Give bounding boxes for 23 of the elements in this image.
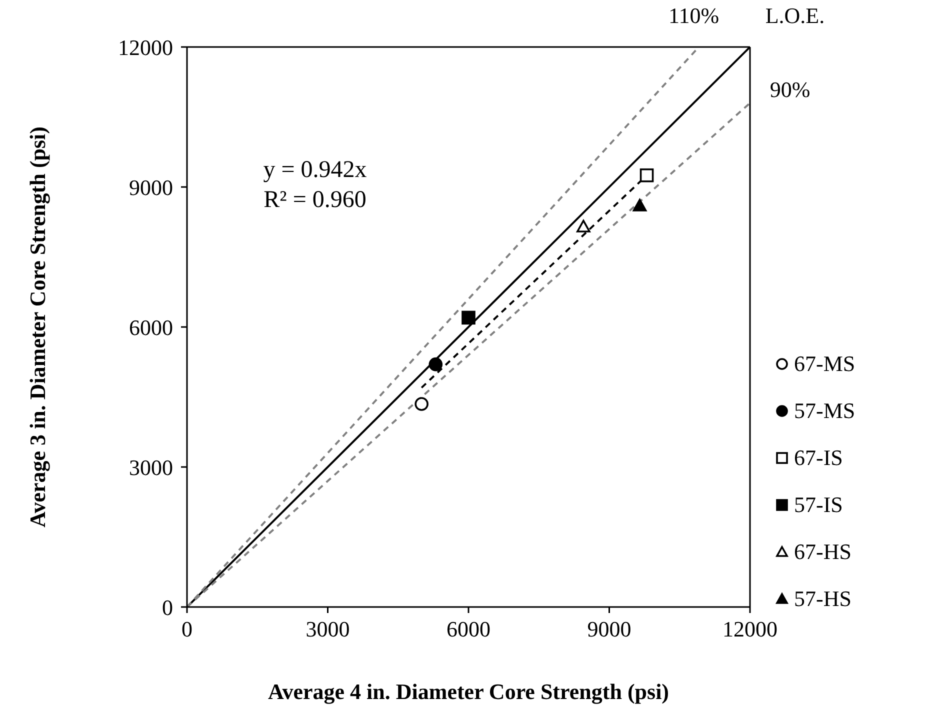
y-tick-label: 3000 xyxy=(129,454,173,480)
x-tick-label: 9000 xyxy=(587,616,632,642)
series-label: 90% xyxy=(770,77,810,102)
annotation: y = 0.942x xyxy=(262,156,368,184)
y-tick-label: 9000 xyxy=(129,174,173,200)
annotation: R² = 0.960 xyxy=(262,186,368,214)
legend-label: 67-IS xyxy=(794,444,843,470)
legend-label: 67-HS xyxy=(794,538,852,564)
y-axis-title: Average 3 in. Diameter Core Strength (psi) xyxy=(24,126,50,528)
legend-label: 57-HS xyxy=(794,586,852,612)
x-tick-label: 3000 xyxy=(306,616,350,642)
x-tick-label: 0 xyxy=(182,616,192,642)
series-label: 110% xyxy=(668,3,720,28)
legend-label: 67-MS xyxy=(794,350,856,376)
x-tick-label: 6000 xyxy=(446,616,490,642)
y-tick-label: 0 xyxy=(162,594,173,620)
legend-label: 57-IS xyxy=(794,492,843,518)
y-tick-label: 12000 xyxy=(118,34,173,60)
x-axis-title: Average 4 in. Diameter Core Strength (psi) xyxy=(268,679,670,704)
x-tick-label: 12000 xyxy=(722,616,778,642)
series-label: L.O.E. xyxy=(765,3,825,28)
legend-label: 57-MS xyxy=(794,398,856,424)
y-tick-label: 6000 xyxy=(129,314,173,340)
